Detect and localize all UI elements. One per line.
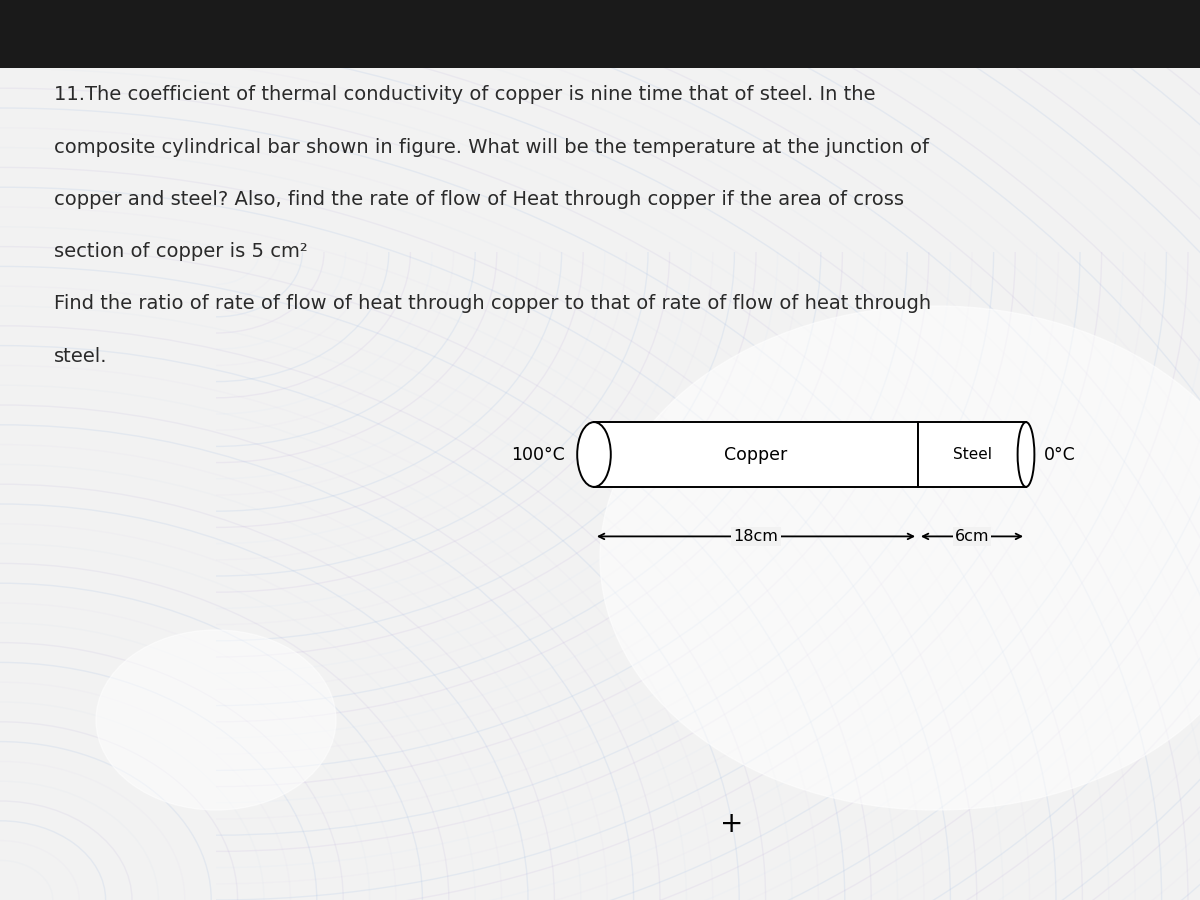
Text: Find the ratio of rate of flow of heat through copper to that of rate of flow of: Find the ratio of rate of flow of heat t… <box>54 294 931 313</box>
Ellipse shape <box>1018 422 1034 487</box>
Circle shape <box>96 630 336 810</box>
Text: Steel: Steel <box>953 447 991 462</box>
Text: composite cylindrical bar shown in figure. What will be the temperature at the j: composite cylindrical bar shown in figur… <box>54 138 929 157</box>
Text: 0°C: 0°C <box>1044 446 1075 464</box>
Circle shape <box>600 306 1200 810</box>
Text: Copper: Copper <box>725 446 787 464</box>
Text: copper and steel? Also, find the rate of flow of Heat through copper if the area: copper and steel? Also, find the rate of… <box>54 190 904 209</box>
Bar <box>594 422 918 487</box>
Text: 18cm: 18cm <box>733 529 779 544</box>
Text: 11.The coefficient of thermal conductivity of copper is nine time that of steel.: 11.The coefficient of thermal conductivi… <box>54 86 876 104</box>
Text: 100°C: 100°C <box>511 446 565 464</box>
Bar <box>0 0 1200 68</box>
Text: steel.: steel. <box>54 346 108 365</box>
Ellipse shape <box>577 422 611 487</box>
Text: +: + <box>720 809 744 838</box>
Bar <box>918 422 1026 487</box>
Text: 6cm: 6cm <box>955 529 989 544</box>
Text: section of copper is 5 cm²: section of copper is 5 cm² <box>54 242 307 261</box>
